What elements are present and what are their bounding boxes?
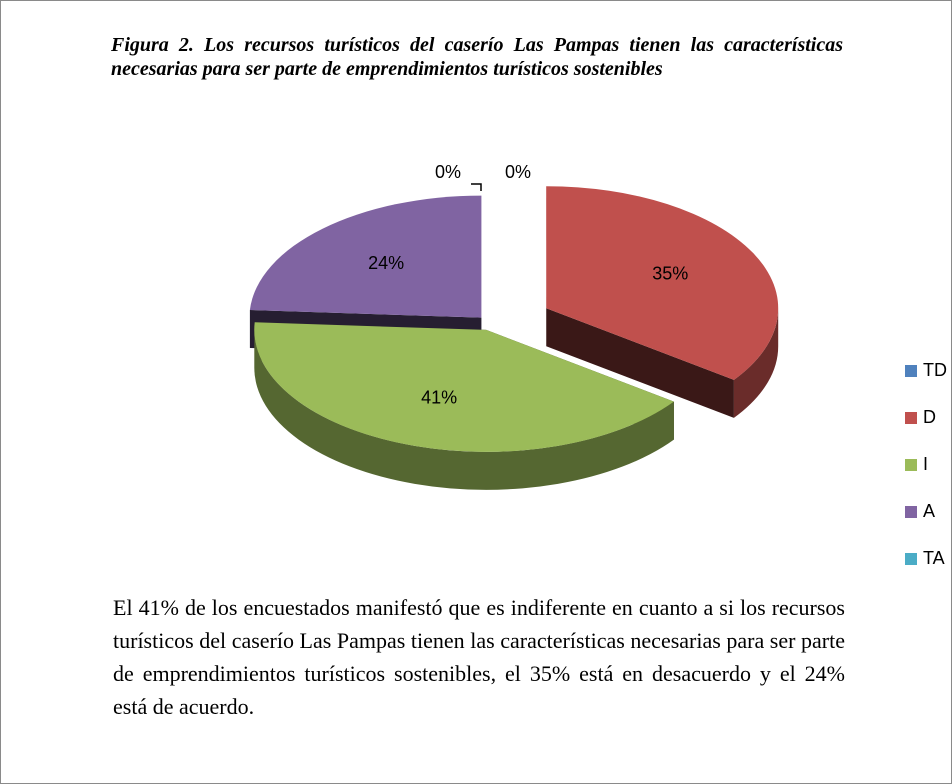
slice [249,195,482,318]
legend-swatch [905,459,917,471]
legend-label: TA [923,548,945,568]
slice [546,186,779,380]
slice-face [546,308,734,418]
data-label: 0% [435,162,461,182]
legend-label: TD [923,360,947,380]
data-label: 0% [505,162,531,182]
data-label: 35% [652,264,688,284]
legend-swatch [905,553,917,565]
slice [254,322,674,452]
figure-title: Figura 2. Los recursos turísticos del ca… [111,34,843,80]
legend-label: I [923,454,928,474]
legend-swatch [905,412,917,424]
data-label: 24% [368,253,404,273]
leader-line [471,183,482,191]
legend-label: D [923,407,936,427]
legend-swatch [905,506,917,518]
chart: 0% 35% 41% 24% 0% TD D I A TA [249,162,947,568]
slice-wall [733,308,779,418]
paragraph: El 41% de los encuestados manifestó que … [113,595,845,719]
slice-wall [254,329,674,490]
legend-label: A [923,501,935,521]
legend-swatch [905,365,917,377]
data-label: 41% [421,388,457,408]
